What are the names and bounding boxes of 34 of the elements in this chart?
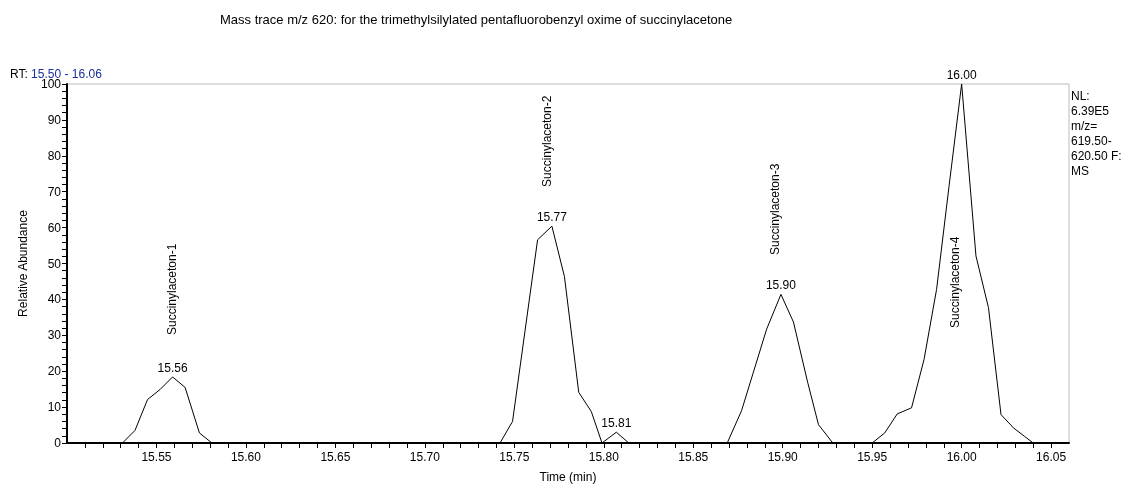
x-axis-title: Time (min) [539,470,597,484]
annotation: 15.81 [601,416,632,431]
annotation: Succinylaceton-1 [165,243,179,335]
y-tick-label: 20 [47,364,62,379]
annotation: 15.56 [157,360,188,375]
y-tick-label: 70 [47,184,62,199]
x-tick-label: 15.85 [678,450,709,464]
y-axis-title: Relative Abundance [16,209,30,317]
annotation: 15.90 [765,278,797,293]
x-tick-label: 15.65 [320,450,351,464]
y-tick-label: 60 [47,220,62,235]
y-tick-label: 10 [47,400,62,415]
y-tick-label: 80 [47,148,62,163]
chart-title: Mass trace m/z 620: for the trimethylsilylated pentafluorobenzyl oxime of succinylacetone [220,12,733,27]
annotation: 16.00 [946,68,977,82]
x-tick-label: 15.75 [499,450,530,464]
y-tick-label: 30 [47,328,62,343]
x-tick-label: 15.90 [767,450,799,464]
x-tick-label: 15.95 [857,450,888,464]
x-tick-label: 16.05 [1036,450,1067,464]
y-tick-label: 50 [47,256,62,271]
y-tick-label: 40 [47,292,62,307]
x-tick-label: 15.70 [409,450,441,464]
x-tick-label: 16.00 [946,450,977,464]
annotation: Succinylaceton-3 [768,163,782,255]
y-tick-label: 0 [54,436,62,450]
annotation: 15.77 [536,210,568,225]
x-tick-label: 15.55 [141,450,172,464]
annotation: Succinylaceton-2 [540,95,554,187]
text: NL: 6.39E5 m/z= 619.50- 620.50 F: MS [1071,88,1122,178]
annotation: Succinylaceton-4 [948,236,962,328]
x-tick-label: 15.60 [230,450,262,464]
x-tick-label: 15.80 [588,450,620,464]
y-tick-label: 90 [47,112,62,127]
